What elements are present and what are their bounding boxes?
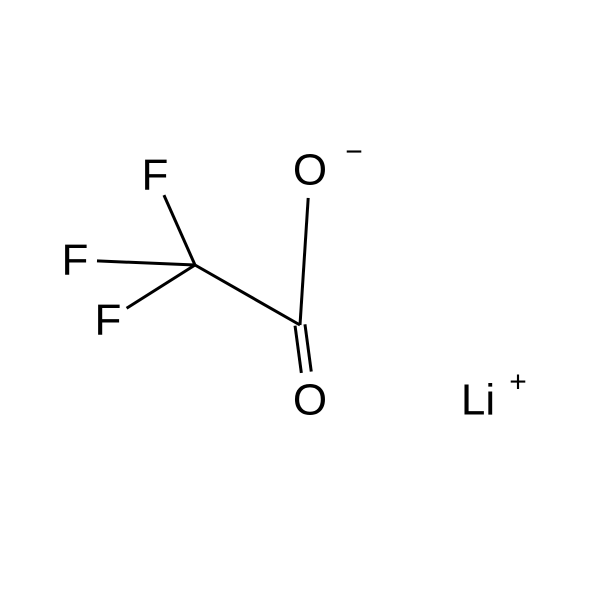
atom-f: F — [142, 151, 169, 200]
atom-f: F — [95, 296, 122, 345]
molecule-diagram: FFFO−OLi+ — [0, 0, 600, 600]
charge-label: − — [345, 136, 363, 169]
atom-o: O — [293, 146, 327, 195]
atom-li: Li — [461, 376, 495, 425]
atom-o: O — [293, 376, 327, 425]
atom-f: F — [62, 236, 89, 285]
charge-label: + — [509, 366, 527, 399]
